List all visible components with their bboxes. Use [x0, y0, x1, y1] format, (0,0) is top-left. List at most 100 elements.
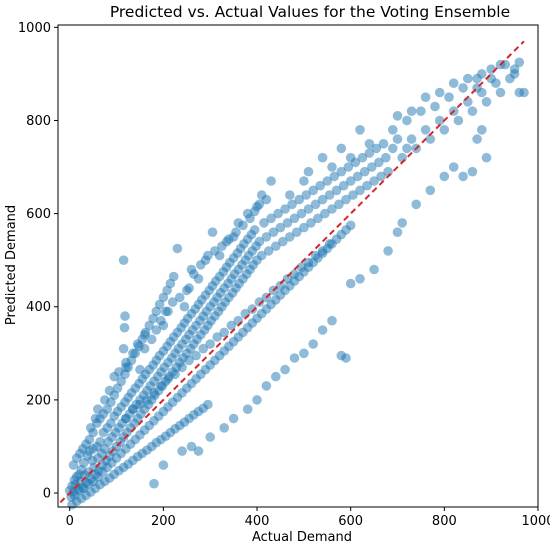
x-axis-label: Actual Demand [252, 530, 352, 545]
data-point [411, 199, 422, 210]
data-point [369, 176, 379, 186]
y-tick-label: 0 [43, 487, 51, 502]
y-axis-label: Predicted Demand [4, 205, 19, 325]
data-point [186, 441, 197, 452]
data-point [420, 92, 431, 102]
y-tick-label: 600 [26, 207, 51, 222]
data-point [362, 180, 372, 191]
data-point [118, 343, 129, 354]
reference-line [59, 40, 525, 504]
data-point [119, 322, 130, 333]
data-point [261, 381, 272, 391]
data-point [308, 339, 319, 349]
data-point [93, 404, 103, 415]
data-point [324, 239, 335, 249]
data-point [481, 97, 492, 107]
data-point [345, 152, 356, 163]
data-point [193, 446, 204, 456]
data-point [341, 194, 351, 205]
data-point [275, 222, 286, 233]
data-point [142, 395, 152, 405]
data-point [367, 162, 377, 172]
data-point [402, 143, 412, 154]
data-point [416, 106, 426, 116]
data-point [392, 111, 403, 121]
x-tick-label: 1000 [521, 514, 550, 529]
data-point [285, 190, 295, 200]
data-point [324, 190, 335, 200]
data-point [317, 325, 328, 335]
data-point [175, 292, 185, 303]
data-point [287, 199, 297, 210]
data-point [196, 260, 206, 270]
data-point [226, 320, 237, 331]
data-point [266, 176, 276, 186]
data-point [514, 87, 525, 98]
data-point [352, 171, 363, 182]
plot-frame [57, 24, 539, 508]
data-point [331, 185, 342, 196]
data-point [280, 204, 290, 214]
data-point [135, 364, 145, 375]
data-point [271, 371, 281, 382]
data-point [254, 297, 265, 307]
data-point [158, 460, 169, 470]
data-point [444, 92, 454, 102]
data-point [261, 232, 272, 242]
data-point [156, 315, 166, 326]
data-point [224, 234, 234, 244]
data-point [170, 369, 180, 380]
data-point [247, 304, 258, 314]
data-point [509, 69, 520, 79]
data-point [439, 125, 450, 135]
data-point [472, 134, 482, 144]
data-point [285, 232, 295, 242]
data-point [132, 339, 143, 349]
data-point [249, 206, 260, 217]
data-point [118, 255, 129, 265]
data-point [144, 320, 155, 331]
data-point [381, 152, 391, 163]
data-point [172, 243, 183, 254]
data-point [425, 185, 436, 196]
data-point [477, 69, 487, 79]
data-point [207, 227, 218, 237]
x-axis: 0 200 400 600 800 1000 [66, 507, 550, 529]
data-point [121, 413, 131, 424]
data-point [177, 362, 187, 373]
data-point [104, 385, 115, 396]
data-point [280, 364, 290, 375]
data-point [345, 220, 356, 231]
data-point [120, 311, 130, 321]
data-point [310, 250, 321, 261]
data-point [308, 185, 319, 196]
data-point [149, 388, 159, 398]
data-point [392, 134, 403, 144]
data-point [355, 125, 365, 135]
data-point [329, 171, 340, 182]
data-point [212, 332, 222, 342]
data-point [292, 227, 302, 237]
data-point [434, 115, 445, 126]
data-point [383, 246, 393, 256]
data-point [310, 199, 321, 210]
data-point [271, 241, 281, 251]
data-point [289, 269, 300, 279]
data-point [95, 437, 105, 447]
data-point [481, 152, 492, 163]
data-point [392, 227, 403, 237]
data-point [139, 329, 150, 340]
data-point [128, 404, 138, 415]
data-point [425, 134, 436, 144]
data-point [495, 87, 506, 98]
data-point [139, 343, 150, 354]
data-point [345, 176, 356, 186]
data-point [116, 376, 126, 387]
data-point [317, 194, 328, 205]
data-point [306, 218, 316, 228]
data-point [228, 413, 239, 424]
data-point [289, 353, 300, 363]
data-point [205, 432, 215, 442]
data-point [160, 306, 171, 317]
data-point [355, 185, 365, 196]
